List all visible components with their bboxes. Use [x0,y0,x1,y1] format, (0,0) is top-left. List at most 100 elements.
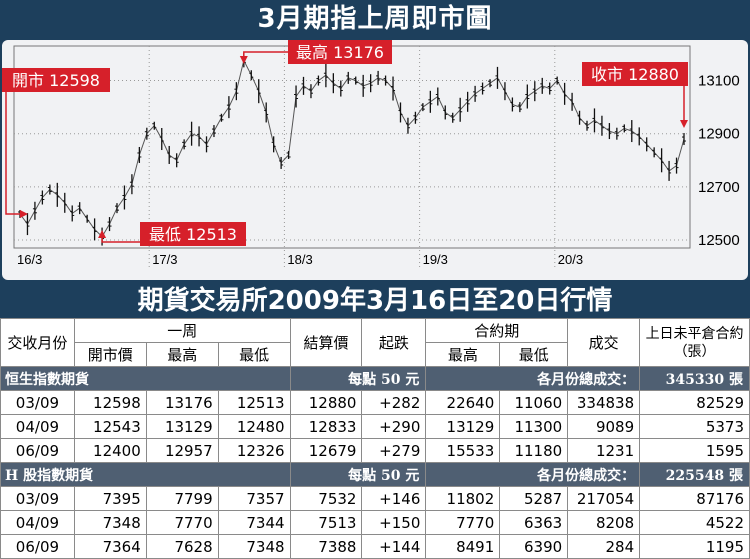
table-row: 06/09 12400 12957 12326 12679 +279 15533 11180 1… [0,438,750,463]
table-row: 03/09 7395 7799 7357 7532 +146 11802 5287 217054… [0,486,750,511]
table-cell: 04/09 [0,510,75,535]
table-cell: 12957 [145,438,219,463]
x-tick-label: 16/3 [17,252,42,267]
table-cell: 1231 [567,438,641,463]
section-header: H 股指數期貨 每點 50 元各月份總成交： 225548 張 [0,462,750,487]
chart-title-banner: 3月期指上周即市圖 [0,0,750,38]
header-week: 一周 [73,318,291,343]
table-cell: 11300 [499,414,569,439]
table-row: 06/09 7364 7628 7348 7388 +144 8491 6390 284 1195 [0,534,750,559]
table-cell: 12880 [289,390,363,415]
table-cell: 7364 [73,534,147,559]
x-tick-label: 20/3 [558,252,583,267]
low-label-box [140,222,246,246]
table-cell: 7348 [73,510,147,535]
table-cell: 9089 [567,414,641,439]
section-per-point: 每點 50 元 [289,462,427,487]
y-tick-label: 12900 [698,126,740,143]
section-name: H 股指數期貨 [0,462,291,487]
table-cell: 06/09 [0,534,75,559]
table-cell: 22640 [425,390,501,415]
table-cell: 82529 [639,390,750,415]
table-cell: 217054 [567,486,641,511]
table-title-banner: 期貨交易所2009年3月16日至20日行情 [0,284,750,318]
index-intraday-chart: 12500 12700 12900 13100 16/3 17/3 18/3 19/3 20/3… [2,40,740,268]
table-cell: 1595 [639,438,750,463]
table-cell: 13129 [425,414,501,439]
section-per-point: 每點 50 元 [289,366,427,391]
table-cell: 12679 [289,438,363,463]
table-cell: 7348 [217,534,291,559]
header-contract-low: 最低 [499,342,569,367]
high-connector [243,51,288,56]
table-cell: +290 [361,414,427,439]
header-month: 交收月份 [0,318,75,367]
open-connector [5,92,20,215]
table-cell: 334838 [567,390,641,415]
table-cell: 12833 [289,414,363,439]
table-cell: 1195 [639,534,750,559]
table-cell: +282 [361,390,427,415]
y-tick-label: 12500 [698,232,740,249]
table-cell: 06/09 [0,438,75,463]
table-cell: 6390 [499,534,569,559]
table-cell: 284 [567,534,641,559]
table-cell: 7395 [73,486,147,511]
section-total-label: 各月份總成交： [425,366,641,391]
high-arrow [239,56,248,64]
table-cell: 5373 [639,414,750,439]
x-tick-label: 19/3 [423,252,448,267]
table-row: 03/09 12598 13176 12513 12880 +282 22640 11060 3… [0,390,750,415]
table-cell: 6363 [499,510,569,535]
futures-table: 交收月份 一周 結算價 起跌 合約期 成交 上日未平倉合約（張） 開市價 最高 … [0,318,750,559]
table-cell: 15533 [425,438,501,463]
table-cell: 7770 [425,510,501,535]
close-label-text: 收市 12880 [591,65,679,84]
x-tick-label: 18/3 [287,252,312,267]
open-label-text: 開市 12598 [12,71,100,90]
table-cell: +150 [361,510,427,535]
table-cell: 7357 [217,486,291,511]
y-tick-label: 13100 [698,73,740,90]
table-cell: 03/09 [0,390,75,415]
table-cell: +146 [361,486,427,511]
series-line [19,58,685,238]
section-total: 225548 張 [639,462,750,487]
section-header: 恒生指數期貨 每點 50 元各月份總成交： 345330 張 [0,366,750,391]
table-cell: 7770 [145,510,219,535]
table-cell: 11802 [425,486,501,511]
section-total-label: 各月份總成交： [425,462,641,487]
table-cell: 11060 [499,390,569,415]
table-cell: 12598 [73,390,147,415]
table-cell: 7628 [145,534,219,559]
header-high: 最高 [145,342,219,367]
table-cell: 7532 [289,486,363,511]
table-cell: 87176 [639,486,750,511]
low-label-text: 最低 12513 [149,225,237,244]
table-cell: 8208 [567,510,641,535]
close-label-box [582,62,688,86]
table-cell: 13176 [145,390,219,415]
close-arrow [680,120,688,128]
table-cell: 12513 [217,390,291,415]
table-cell: 12400 [73,438,147,463]
table-cell: +279 [361,438,427,463]
low-connector [101,238,140,243]
table-row: 04/09 7348 7770 7344 7513 +150 7770 6363 8208 452… [0,510,750,535]
table-cell: 4522 [639,510,750,535]
table-row: 04/09 12543 13129 12480 12833 +290 13129 11300 9… [0,414,750,439]
table-cell: 13129 [145,414,219,439]
header-settle: 結算價 [289,318,363,367]
open-label-box [2,68,110,92]
header-contract: 合約期 [425,318,569,343]
high-label-box [288,40,392,64]
open-arrow [20,209,28,218]
high-label-text: 最高 13176 [296,43,384,62]
header-low: 最低 [217,342,291,367]
section-total: 345330 張 [639,366,750,391]
table-cell: 8491 [425,534,501,559]
table-cell: 7388 [289,534,363,559]
table-cell: 11180 [499,438,569,463]
table-cell: 03/09 [0,486,75,511]
table-cell: 12326 [217,438,291,463]
